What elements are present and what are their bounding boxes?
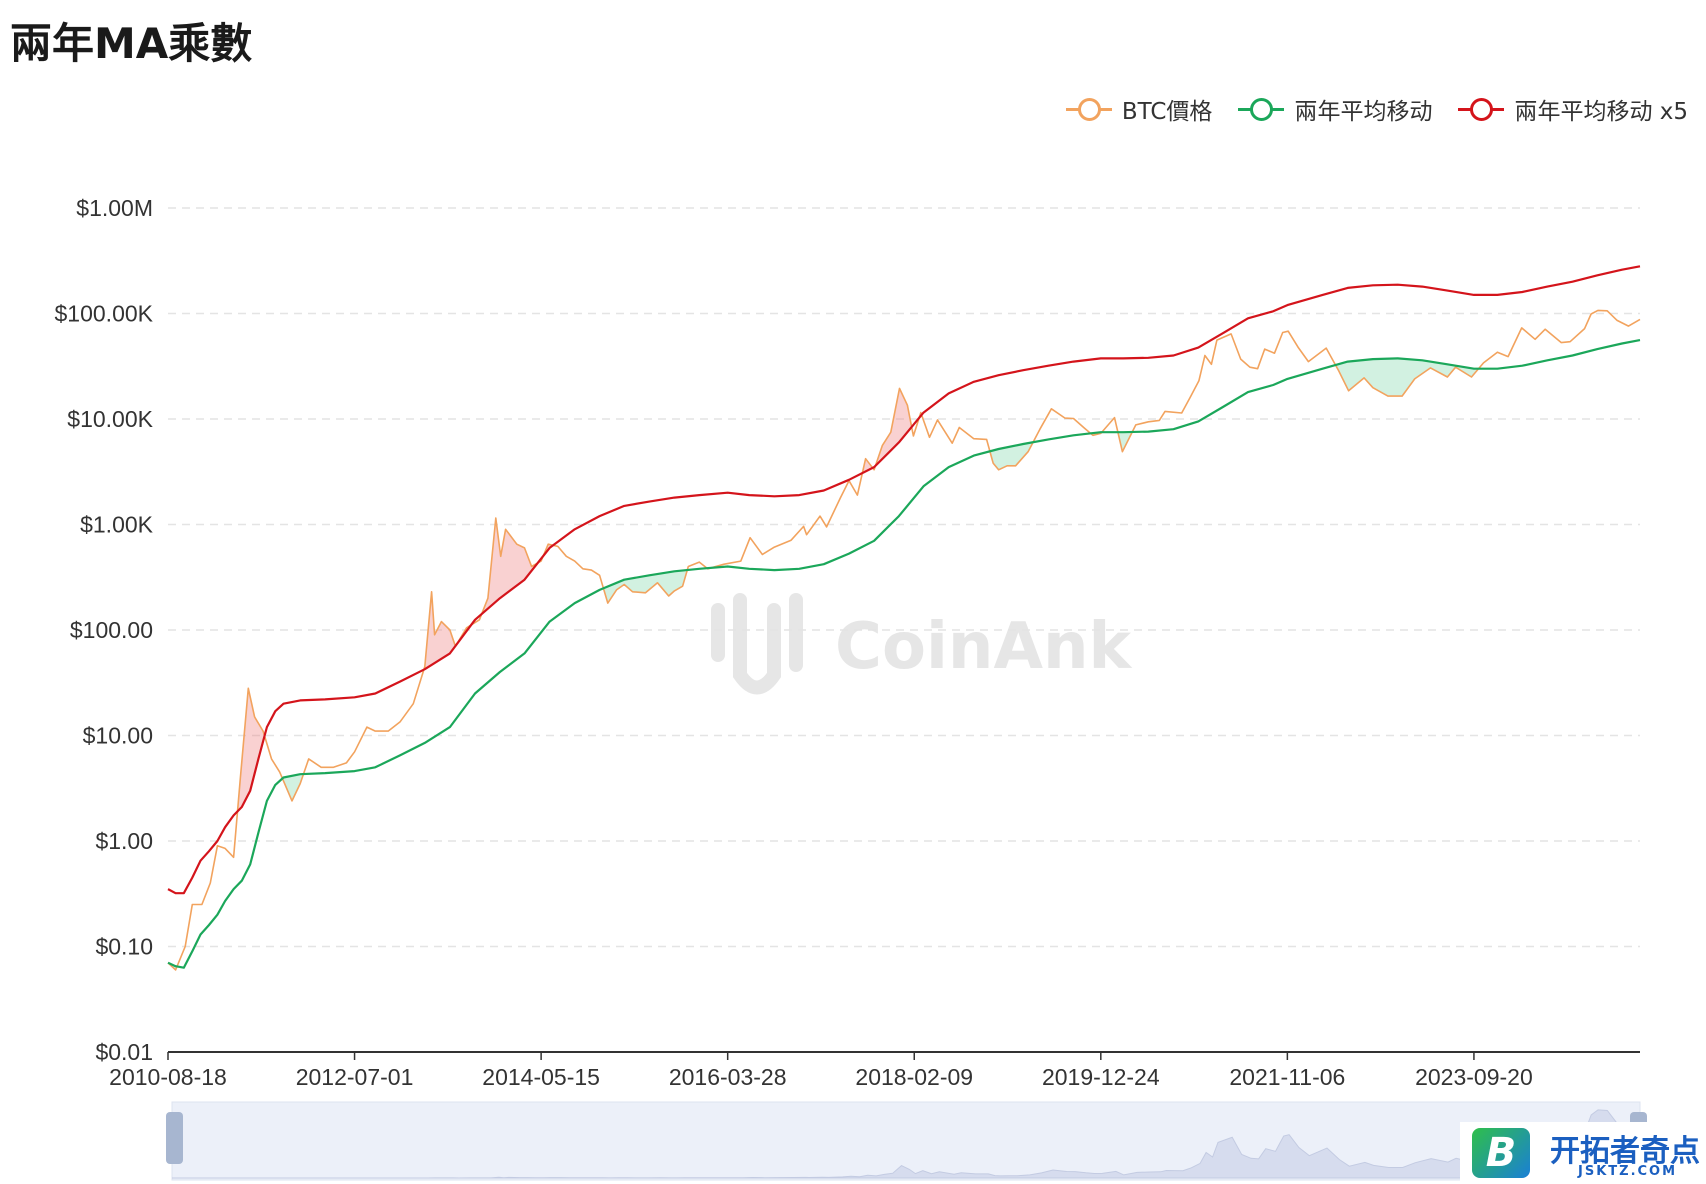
watermark: CoinAnk — [711, 593, 1133, 695]
legend-label: 兩年平均移动 x5 — [1514, 99, 1688, 125]
x-tick-label: 2018-02-09 — [855, 1064, 973, 1090]
overvalued-fill — [238, 690, 265, 811]
x-tick-label: 2019-12-24 — [1042, 1064, 1160, 1090]
two-year-ma-x5-line — [167, 265, 1641, 895]
undervalued-fill — [282, 774, 303, 801]
legend-item-2y-ma[interactable]: 兩年平均移动 — [1238, 92, 1432, 126]
y-tick-label: $1.00 — [95, 828, 153, 854]
badge-text: 开拓者奇点 — [1550, 1134, 1700, 1169]
series-lines — [167, 265, 1641, 971]
y-tick-label: $0.10 — [95, 934, 153, 960]
x-tick-label: 2014-05-15 — [482, 1064, 600, 1090]
band-fills — [169, 358, 1479, 969]
site-badge[interactable]: B 开拓者奇点 JSKTZ.COM — [1460, 1122, 1706, 1184]
coinank-logo-icon — [711, 593, 803, 695]
overvalued-fill — [876, 390, 911, 466]
overvalued-fill — [424, 594, 455, 670]
legend-label: 兩年平均移动 — [1294, 99, 1433, 125]
legend-marker-icon — [1458, 96, 1505, 122]
zoom-preview-area — [172, 1109, 1641, 1179]
legend: BTC價格 兩年平均移动 兩年平均移动 x5 — [1065, 92, 1688, 126]
legend-label: BTC價格 — [1121, 99, 1213, 125]
undervalued-fill — [1335, 358, 1479, 397]
x-tick-label: 2023-09-20 — [1415, 1064, 1533, 1090]
badge-logo-icon — [1472, 1128, 1530, 1178]
y-tick-label: $1.00M — [76, 195, 153, 221]
y-tick-label: $100.00 — [70, 617, 153, 643]
zoom-slider[interactable] — [166, 1101, 1647, 1181]
badge-subtext: JSKTZ.COM — [1578, 1164, 1678, 1179]
two-year-ma-line — [167, 339, 1641, 969]
legend-item-btc-price[interactable]: BTC價格 — [1065, 92, 1213, 126]
x-tick-label: 2012-07-01 — [296, 1064, 414, 1090]
zoom-handle-left[interactable] — [166, 1112, 183, 1164]
badge-letter: B — [1485, 1130, 1517, 1176]
y-tick-label: $0.01 — [95, 1039, 153, 1065]
x-tick-label: 2016-03-28 — [669, 1064, 787, 1090]
btc-price-line — [167, 309, 1641, 971]
undervalued-fill — [604, 570, 687, 603]
legend-marker-icon — [1238, 96, 1285, 122]
page-title: 兩年MA乘數 — [10, 19, 253, 68]
y-tick-label: $1.00K — [80, 512, 154, 538]
watermark-text: CoinAnk — [835, 610, 1133, 684]
legend-item-2y-ma-x5[interactable]: 兩年平均移动 x5 — [1458, 92, 1688, 126]
legend-marker-icon — [1065, 96, 1112, 122]
x-tick-label: 2021-11-06 — [1229, 1064, 1345, 1090]
y-tick-label: $10.00 — [83, 723, 153, 749]
y-tick-label: $100.00K — [55, 301, 154, 327]
grid-lines — [168, 207, 1640, 948]
y-axis: $1.00M $100.00K $10.00K $1.00K $100.00 $10.00… — [55, 195, 154, 1065]
x-axis: 2010-08-18 2012-07-01 2014-05-15 2016-03-28… — [109, 1051, 1640, 1090]
y-tick-label: $10.00K — [67, 406, 153, 432]
x-tick-label: 2010-08-18 — [109, 1064, 227, 1090]
